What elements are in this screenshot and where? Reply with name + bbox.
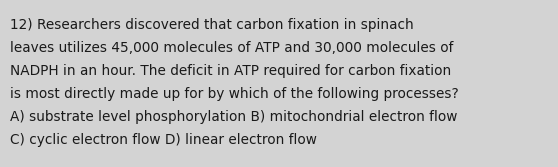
Text: 12) Researchers discovered that carbon fixation in spinach: 12) Researchers discovered that carbon f… bbox=[10, 18, 413, 32]
Text: A) substrate level phosphorylation B) mitochondrial electron flow: A) substrate level phosphorylation B) mi… bbox=[10, 110, 458, 124]
Text: NADPH in an hour. The deficit in ATP required for carbon fixation: NADPH in an hour. The deficit in ATP req… bbox=[10, 64, 451, 78]
Text: leaves utilizes 45,000 molecules of ATP and 30,000 molecules of: leaves utilizes 45,000 molecules of ATP … bbox=[10, 41, 453, 55]
Text: C) cyclic electron flow D) linear electron flow: C) cyclic electron flow D) linear electr… bbox=[10, 133, 317, 147]
Text: is most directly made up for by which of the following processes?: is most directly made up for by which of… bbox=[10, 87, 459, 101]
